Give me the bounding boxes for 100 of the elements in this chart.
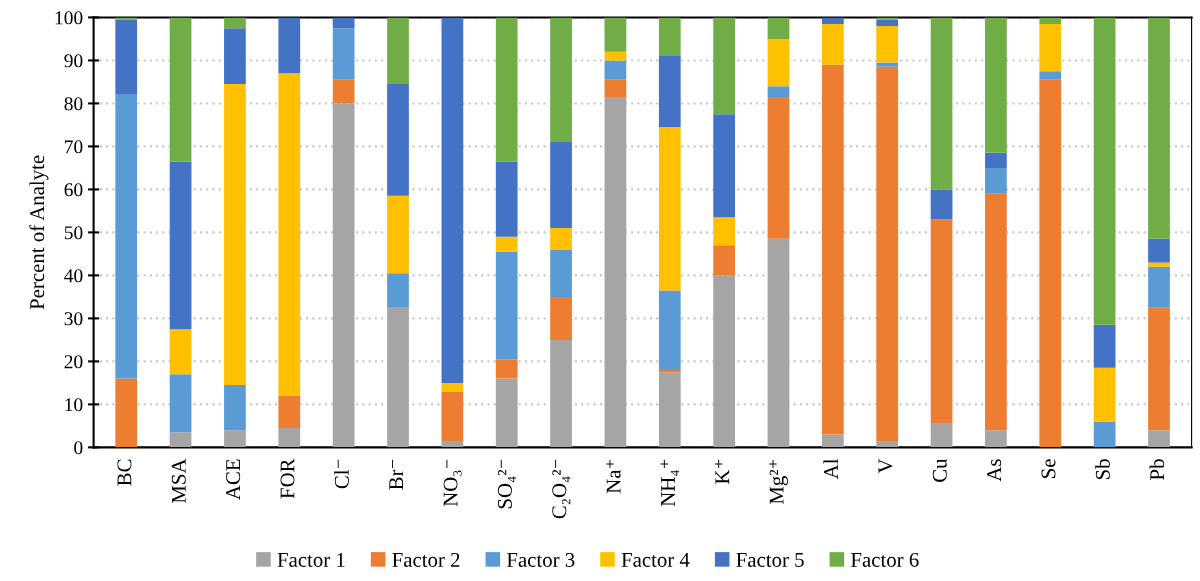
bar xyxy=(495,236,518,252)
bar xyxy=(441,440,464,448)
x-tick-label: Cl⁻ xyxy=(334,459,349,489)
bar xyxy=(1148,307,1170,431)
bar xyxy=(278,73,301,396)
bar xyxy=(1148,17,1170,239)
bar xyxy=(495,161,518,237)
bar xyxy=(604,79,627,97)
legend-label: Factor 2 xyxy=(392,552,460,567)
bar xyxy=(713,114,736,218)
bar xyxy=(332,79,355,104)
bar xyxy=(115,378,138,448)
bar xyxy=(441,17,464,383)
bar xyxy=(604,17,627,52)
x-tick-label: Cu xyxy=(932,458,947,482)
bar xyxy=(1039,23,1062,72)
bar xyxy=(441,382,464,392)
bar xyxy=(169,432,192,448)
bar xyxy=(767,38,790,87)
bar xyxy=(495,17,518,162)
bar xyxy=(604,60,627,80)
bar xyxy=(658,290,681,370)
bar xyxy=(1148,262,1170,267)
bar xyxy=(224,385,246,431)
bar xyxy=(387,195,409,274)
bar xyxy=(550,249,572,297)
bar xyxy=(550,142,572,229)
bar xyxy=(115,94,138,379)
y-tick-label: 70 xyxy=(65,140,83,154)
bar xyxy=(1093,421,1116,448)
bar xyxy=(332,28,355,80)
bar xyxy=(821,17,844,24)
bar xyxy=(1039,71,1062,80)
bar xyxy=(387,17,409,85)
bar xyxy=(332,103,355,448)
x-tick-label: Br⁻ xyxy=(389,459,404,490)
bar xyxy=(713,245,736,276)
bar xyxy=(821,434,844,448)
bar xyxy=(169,374,192,433)
bar xyxy=(821,23,844,65)
bar xyxy=(713,275,736,448)
bar xyxy=(441,391,464,441)
legend-label: Factor 3 xyxy=(506,552,575,567)
bar xyxy=(115,19,138,95)
bar xyxy=(1039,79,1062,448)
x-tick-label: C₂O₄²⁻ xyxy=(552,459,571,519)
x-tick-label: SO₄²⁻ xyxy=(497,459,516,509)
bar xyxy=(930,219,953,424)
bar xyxy=(985,430,1007,448)
bar xyxy=(1148,266,1170,308)
bar xyxy=(930,423,953,448)
x-tick-label: ACE xyxy=(226,459,241,500)
y-tick-label: 100 xyxy=(55,11,83,25)
bar xyxy=(278,428,301,448)
bar xyxy=(658,372,681,448)
bar xyxy=(658,127,681,291)
bar xyxy=(1093,17,1116,325)
bar xyxy=(1039,17,1062,24)
legend-label: Factor 4 xyxy=(621,552,690,567)
bar xyxy=(1093,367,1116,422)
bar xyxy=(876,26,899,63)
y-tick-label: 60 xyxy=(64,183,83,197)
y-tick-label: 30 xyxy=(64,312,83,326)
y-tick-label: 0 xyxy=(74,441,83,455)
x-tick-label: K⁺ xyxy=(715,459,730,484)
y-tick-label: 20 xyxy=(64,355,83,369)
bar xyxy=(713,217,736,246)
x-tick-label: Na⁺ xyxy=(606,459,621,494)
y-tick-label: 10 xyxy=(65,398,83,412)
bar xyxy=(550,17,572,143)
bar xyxy=(658,56,681,128)
y-tick-label: 90 xyxy=(64,54,83,68)
legend-label: Factor 5 xyxy=(736,553,804,567)
bar xyxy=(876,62,899,67)
bar xyxy=(767,238,790,448)
x-tick-label: BC xyxy=(117,459,132,486)
bar xyxy=(876,19,899,27)
bar xyxy=(224,28,246,85)
y-tick-label: 50 xyxy=(64,226,83,240)
legend-label: Factor 1 xyxy=(277,552,345,567)
bar xyxy=(985,17,1007,153)
bar xyxy=(767,86,790,97)
bar xyxy=(985,167,1007,194)
legend-label: Factor 6 xyxy=(850,552,919,567)
x-tick-label: Se xyxy=(1041,459,1056,478)
x-tick-label: Sb xyxy=(1095,459,1110,480)
bar xyxy=(1148,238,1170,263)
bar xyxy=(767,96,790,239)
bar xyxy=(495,378,518,448)
bar xyxy=(604,96,627,448)
x-tick-label: Mg²⁺ xyxy=(769,459,788,505)
bar xyxy=(930,17,953,190)
y-tick-label: 80 xyxy=(64,97,83,111)
x-tick-label: Pb xyxy=(1149,459,1165,480)
bar xyxy=(930,189,953,220)
bar xyxy=(224,430,246,448)
x-tick-label: V xyxy=(878,458,893,474)
bar xyxy=(169,329,192,375)
bar xyxy=(169,161,192,330)
bar xyxy=(876,17,899,20)
